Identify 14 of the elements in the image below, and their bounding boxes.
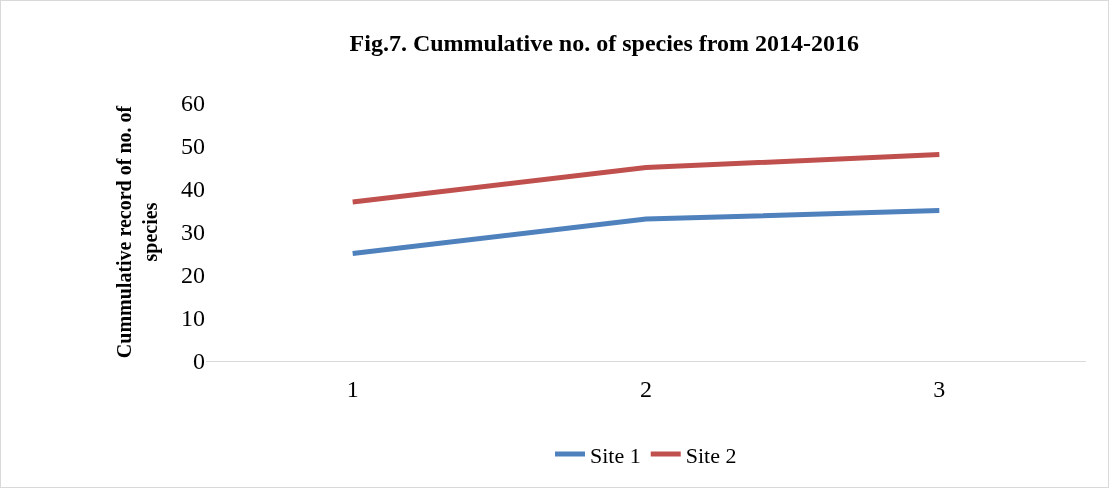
chart-title: Fig.7. Cummulative no. of species from 2014-2016 — [349, 29, 860, 56]
y-tick-label: 60 — [181, 90, 205, 117]
x-tick-label: 1 — [346, 375, 359, 402]
y-axis-title: Cummulative record of no. of species — [112, 105, 162, 359]
legend-label: Site 1 — [590, 442, 641, 468]
y-tick-label: 50 — [181, 133, 205, 160]
y-tick-label: 40 — [181, 176, 205, 203]
x-tick-label: 2 — [640, 375, 652, 402]
y-tick-label: 0 — [193, 348, 205, 375]
legend-label: Site 2 — [685, 442, 737, 468]
y-tick-label: 20 — [181, 262, 205, 289]
y-tick-label: 30 — [181, 219, 205, 246]
y-tick-label: 10 — [181, 305, 205, 332]
x-tick-label: 3 — [933, 375, 946, 402]
